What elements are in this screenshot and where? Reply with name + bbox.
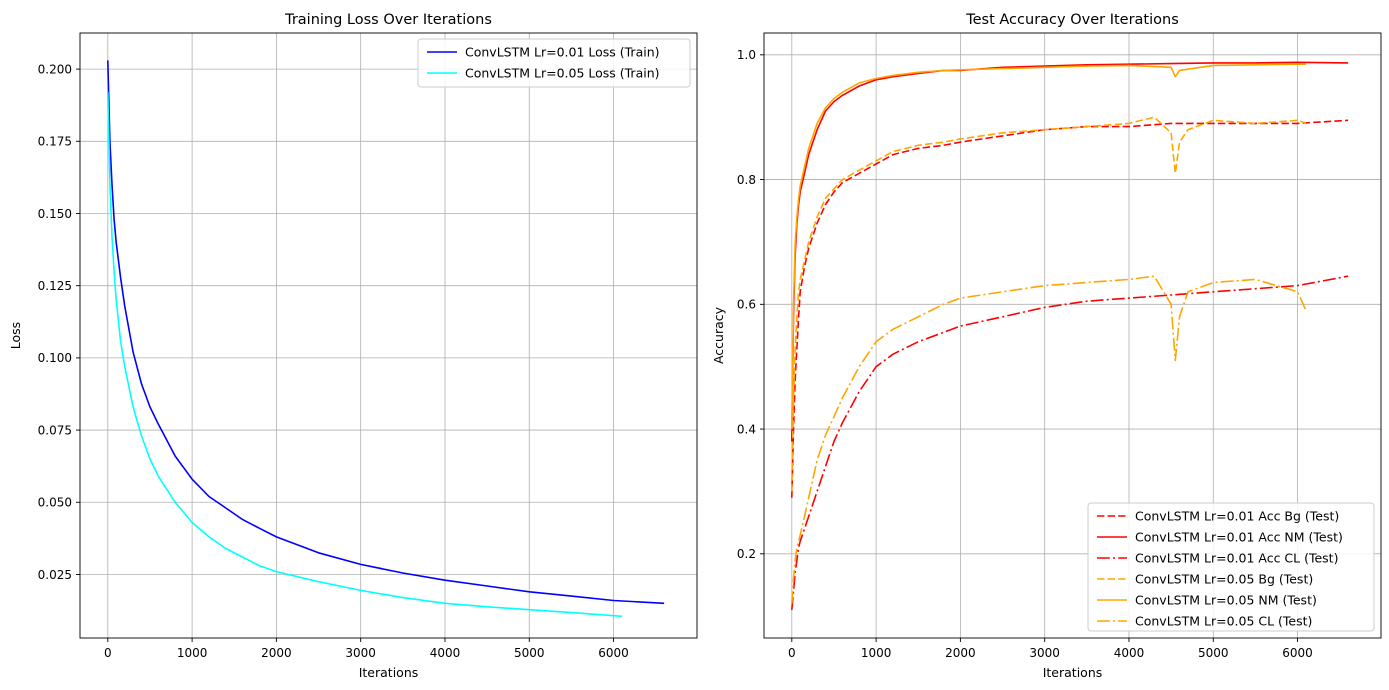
loss-x-tick-label: 2000 — [261, 646, 292, 660]
accuracy-x-tick-label: 1000 — [861, 646, 892, 660]
accuracy-x-tick-label: 6000 — [1282, 646, 1313, 660]
accuracy-legend-label-4: ConvLSTM Lr=0.05 NM (Test) — [1135, 593, 1317, 608]
loss-y-tick-label: 0.175 — [38, 135, 72, 149]
loss-series-line-1 — [107, 92, 623, 618]
loss-x-tick-label: 4000 — [430, 646, 461, 660]
accuracy-x-axis-label: Iterations — [1043, 665, 1103, 680]
accuracy-legend-label-5: ConvLSTM Lr=0.05 CL (Test) — [1135, 614, 1312, 629]
accuracy-chart-title: Test Accuracy Over Iterations — [965, 12, 1179, 28]
loss-legend-box — [417, 38, 691, 88]
accuracy-y-tick-label: 1.0 — [737, 48, 756, 62]
accuracy-legend-label-0: ConvLSTM Lr=0.01 Acc Bg (Test) — [1135, 509, 1339, 524]
accuracy-y-tick-label: 0.4 — [737, 422, 756, 436]
accuracy-axes-frame — [763, 32, 1382, 639]
loss-y-tick-label: 0.150 — [38, 207, 72, 221]
accuracy-legend-label-3: ConvLSTM Lr=0.05 Bg (Test) — [1135, 572, 1313, 587]
loss-series-group — [107, 60, 665, 618]
loss-grid — [80, 33, 697, 638]
loss-y-tick-label: 0.125 — [38, 279, 72, 293]
accuracy-series-line-3 — [791, 116, 1307, 492]
loss-x-axis-label: Iterations — [359, 665, 419, 680]
accuracy-series-group — [791, 61, 1349, 610]
loss-x-tick-label: 0 — [104, 646, 112, 660]
loss-y-tick-label: 0.100 — [38, 351, 72, 365]
loss-y-tick-label: 0.025 — [38, 568, 72, 582]
accuracy-series-line-4 — [791, 63, 1306, 430]
loss-y-tick-label: 0.200 — [38, 62, 72, 76]
loss-chart: 0 1000 2000 3000 4000 5000 6000 0.025 0.050 0.075… — [8, 12, 698, 680]
accuracy-x-tick-label: 2000 — [945, 646, 976, 660]
loss-series-line-0 — [107, 60, 665, 605]
accuracy-y-tick-label: 0.8 — [737, 173, 756, 187]
accuracy-x-tick-label: 4000 — [1114, 646, 1145, 660]
accuracy-series-line-0 — [791, 119, 1349, 498]
loss-legend-label-1: ConvLSTM Lr=0.05 Loss (Train) — [465, 66, 660, 81]
loss-y-axis-label: Loss — [8, 322, 23, 349]
accuracy-legend: ConvLSTM Lr=0.01 Acc Bg (Test) ConvLSTM L… — [1087, 502, 1375, 632]
accuracy-x-tick-label: 0 — [788, 646, 796, 660]
accuracy-series-line-5 — [791, 275, 1307, 604]
loss-legend: ConvLSTM Lr=0.01 Loss (Train) ConvLSTM Lr… — [417, 38, 691, 88]
loss-x-tick-label: 6000 — [598, 646, 629, 660]
loss-x-tick-label: 3000 — [345, 646, 376, 660]
accuracy-x-tick-label: 5000 — [1198, 646, 1229, 660]
accuracy-legend-box — [1087, 502, 1375, 632]
loss-axes-frame — [79, 32, 698, 639]
accuracy-series-line-2 — [791, 275, 1349, 610]
accuracy-y-axis-label: Accuracy — [711, 306, 726, 364]
accuracy-legend-label-1: ConvLSTM Lr=0.01 Acc NM (Test) — [1135, 530, 1343, 545]
loss-x-tick-label: 1000 — [177, 646, 208, 660]
accuracy-x-tick-label: 3000 — [1029, 646, 1060, 660]
loss-y-tick-label: 0.050 — [38, 496, 72, 510]
loss-y-tick-label: 0.075 — [38, 423, 72, 437]
loss-chart-title: Training Loss Over Iterations — [284, 12, 492, 28]
accuracy-chart: 0 1000 2000 3000 4000 5000 6000 0.2 0.4 0.6 0.8 1.0… — [711, 12, 1382, 680]
accuracy-y-tick-label: 0.2 — [737, 547, 756, 561]
accuracy-y-tick-label: 0.6 — [737, 298, 756, 312]
loss-x-tick-label: 5000 — [514, 646, 545, 660]
loss-legend-label-0: ConvLSTM Lr=0.01 Loss (Train) — [465, 45, 660, 60]
accuracy-legend-label-2: ConvLSTM Lr=0.01 Acc CL (Test) — [1135, 551, 1338, 566]
